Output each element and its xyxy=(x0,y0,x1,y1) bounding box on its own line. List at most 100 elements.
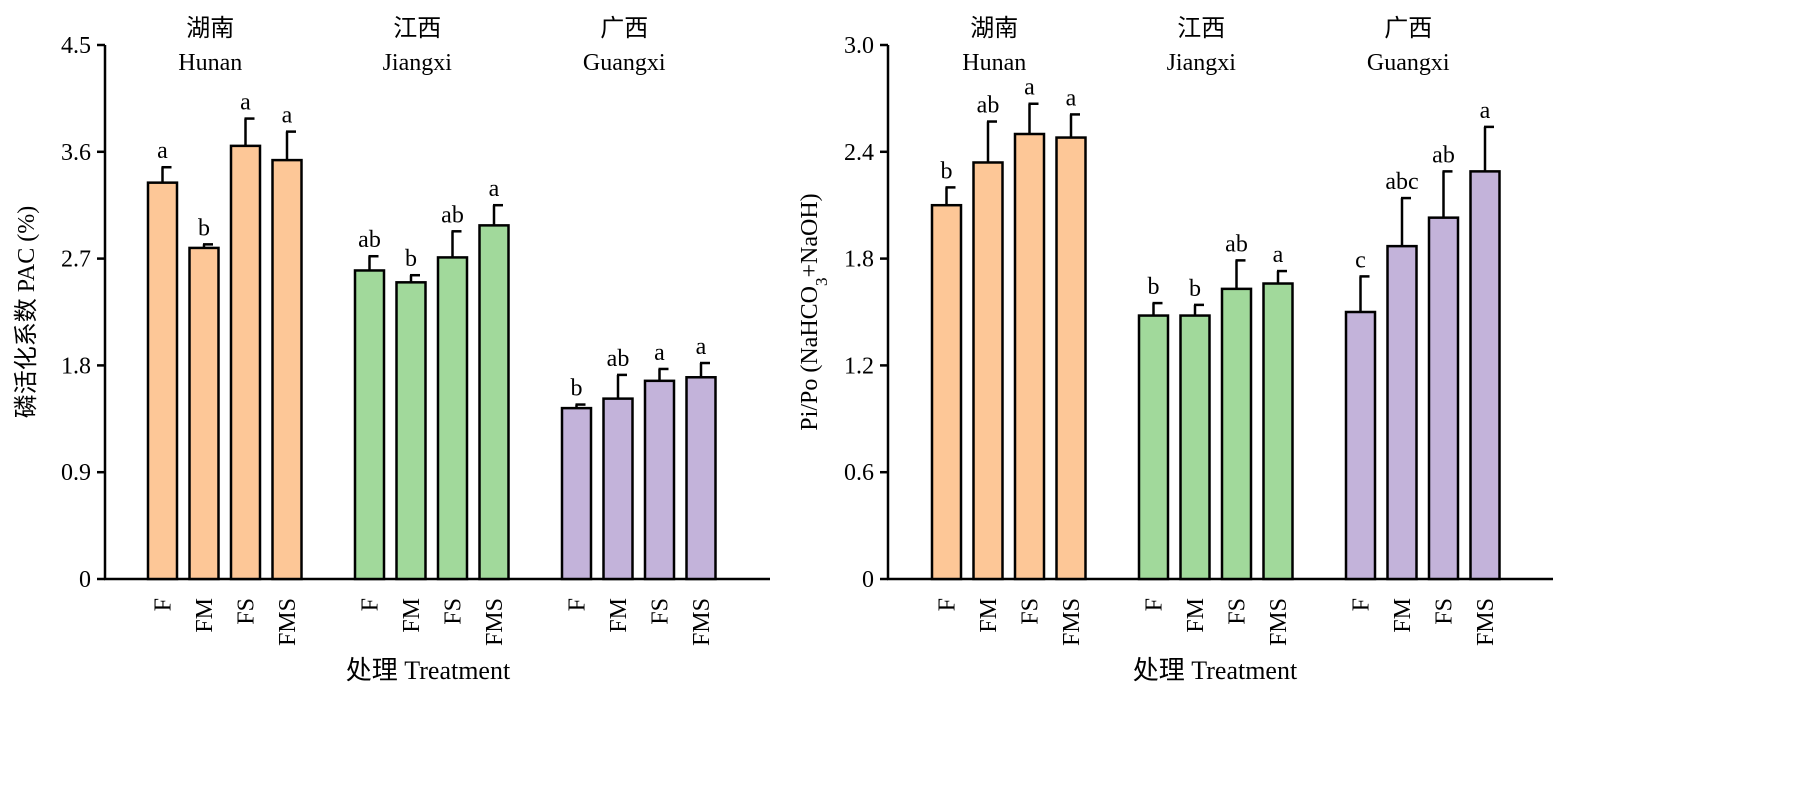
significance-letter: b xyxy=(941,158,953,184)
significance-letter: a xyxy=(1480,98,1491,124)
y-tick-label: 0 xyxy=(79,567,91,593)
x-category-label: F xyxy=(1142,598,1168,611)
bar xyxy=(436,256,469,581)
x-category-label: F xyxy=(935,598,961,611)
significance-letter: ab xyxy=(1432,142,1455,168)
significance-letter: ab xyxy=(358,227,381,253)
significance-letter: a xyxy=(1066,85,1077,111)
significance-letter: abc xyxy=(1385,169,1418,195)
x-axis-label: 处理 Treatment xyxy=(346,656,511,685)
significance-letter: c xyxy=(1355,247,1366,273)
group-title-cn: 湖南 xyxy=(186,15,234,42)
bar xyxy=(395,281,427,581)
group-title-en: Jiangxi xyxy=(383,50,453,76)
x-category-label: F xyxy=(1349,598,1375,611)
x-category-label: F xyxy=(358,598,384,611)
x-category-label: FM xyxy=(1183,598,1209,633)
x-category-label: FMS xyxy=(689,598,715,646)
group-title-cn: 广西 xyxy=(1384,15,1432,42)
significance-letter: b xyxy=(1189,276,1201,302)
significance-letter: a xyxy=(282,103,293,129)
bar xyxy=(1179,314,1211,581)
significance-letter: ab xyxy=(607,346,630,372)
bar xyxy=(1137,314,1170,581)
x-category-label: FM xyxy=(1390,598,1416,633)
significance-letter: a xyxy=(1273,242,1284,268)
significance-letter: b xyxy=(571,376,583,402)
x-axis-label: 处理 Treatment xyxy=(1133,656,1298,685)
y-axis-label-subscript: 3 xyxy=(812,278,831,287)
x-category-label: FM xyxy=(606,598,632,633)
group-title-cn: 湖南 xyxy=(970,15,1018,42)
x-category-label: F xyxy=(151,598,177,611)
y-tick-label: 0 xyxy=(862,567,874,593)
y-tick-label: 3.6 xyxy=(61,140,91,166)
x-category-label: FMS xyxy=(1266,598,1292,646)
group-title-en: Hunan xyxy=(178,50,242,76)
y-tick-label: 3.0 xyxy=(844,33,874,59)
x-category-label: FM xyxy=(192,598,218,633)
significance-letter: a xyxy=(696,334,707,360)
bar xyxy=(1055,136,1087,581)
significance-letter: b xyxy=(198,215,210,241)
y-tick-label: 1.8 xyxy=(844,247,874,273)
x-category-label: FS xyxy=(1018,598,1044,625)
bar xyxy=(930,203,963,581)
group-title-en: Guangxi xyxy=(1367,50,1450,76)
group-title-cn: 广西 xyxy=(600,15,648,42)
y-tick-label: 2.7 xyxy=(61,247,91,273)
y-axis-label: 磷活化系数 PAC (%) xyxy=(13,206,40,418)
group-title-en: Hunan xyxy=(962,50,1026,76)
significance-letter: a xyxy=(157,138,168,164)
group-title-cn: 江西 xyxy=(393,15,441,42)
x-category-label: FS xyxy=(648,598,674,625)
significance-letter: a xyxy=(240,90,251,116)
x-category-label: F xyxy=(565,598,591,611)
bar xyxy=(602,397,634,581)
bar xyxy=(1386,244,1418,581)
y-tick-label: 0.6 xyxy=(844,460,874,486)
x-category-label: FMS xyxy=(275,598,301,646)
chart-panel-pac: 0 0.9 1.8 2.7 3.6 4.5 磷活化系数 PAC (%) 处理 Treatmen… xyxy=(13,15,770,685)
significance-letter: b xyxy=(1148,274,1160,300)
bar xyxy=(146,181,179,581)
bar xyxy=(1262,282,1294,581)
group-title-cn: 江西 xyxy=(1177,15,1225,42)
x-category-label: FS xyxy=(441,598,467,625)
group-title-en: Guangxi xyxy=(583,50,666,76)
bar xyxy=(972,161,1004,581)
bar xyxy=(1427,216,1460,581)
bar xyxy=(1220,287,1253,581)
bar xyxy=(188,246,220,581)
y-axis-label-part: +NaOH) xyxy=(797,193,823,277)
significance-letter: a xyxy=(654,340,665,366)
bar xyxy=(353,269,386,581)
y-tick-label: 0.9 xyxy=(61,460,91,486)
x-category-label: FM xyxy=(976,598,1002,633)
x-category-label: FMS xyxy=(1059,598,1085,646)
bar xyxy=(478,224,510,581)
bar xyxy=(271,158,303,581)
x-category-label: FS xyxy=(1432,598,1458,625)
chart-panel-pi-po: 0 0.6 1.2 1.8 2.4 3.0 Pi/Po (NaHCO3+NaOH) 处理 Tr… xyxy=(797,15,1553,685)
x-category-label: FMS xyxy=(482,598,508,646)
significance-letter: a xyxy=(1024,75,1035,101)
significance-letter: ab xyxy=(977,93,1000,119)
significance-letter: ab xyxy=(441,202,464,228)
x-category-label: FS xyxy=(234,598,260,625)
y-axis-label: Pi/Po (NaHCO3+NaOH) xyxy=(797,193,831,430)
x-category-label: FMS xyxy=(1473,598,1499,646)
bar xyxy=(1013,132,1046,581)
y-tick-label: 1.8 xyxy=(61,353,91,379)
y-tick-label: 2.4 xyxy=(844,140,874,166)
bar xyxy=(685,376,717,581)
x-category-label: FM xyxy=(399,598,425,633)
y-tick-label: 1.2 xyxy=(844,353,874,379)
significance-letter: b xyxy=(405,246,417,272)
bar xyxy=(1469,170,1501,581)
bar xyxy=(560,406,593,581)
significance-letter: ab xyxy=(1225,231,1248,257)
y-tick-label: 4.5 xyxy=(61,33,91,59)
group-title-en: Jiangxi xyxy=(1167,50,1237,76)
